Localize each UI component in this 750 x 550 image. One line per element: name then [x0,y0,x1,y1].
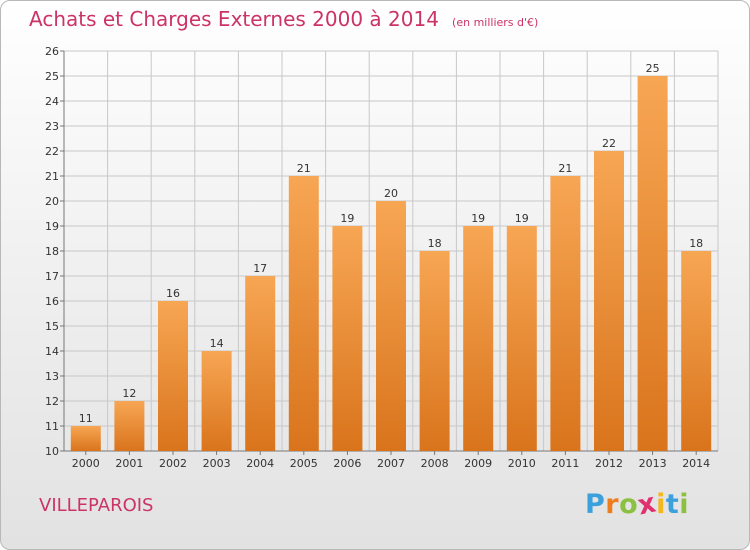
logo-letter: i [656,489,666,520]
bar-2011 [550,176,581,451]
bar-2003 [201,351,232,451]
y-tick-label: 26 [45,45,59,58]
data-label: 14 [210,337,224,350]
chart-title-main: Achats et Charges Externes 2000 à 2014 [29,7,439,31]
logo-letter: o [619,489,639,520]
data-label: 18 [428,237,442,250]
y-tick-label: 22 [45,145,59,158]
data-label: 16 [166,287,180,300]
y-tick-label: 15 [45,320,59,333]
y-tick-label: 25 [45,70,59,83]
y-tick-label: 21 [45,170,59,183]
y-tick-label: 12 [45,395,59,408]
data-label: 19 [471,212,485,225]
y-tick-label: 13 [45,370,59,383]
y-tick-label: 10 [45,445,59,458]
x-tick-label: 2008 [421,457,449,470]
x-tick-label: 2009 [464,457,492,470]
y-tick-label: 24 [45,95,59,108]
chart-title-unit: (en milliers d'€) [452,16,539,29]
x-tick-label: 2006 [333,457,361,470]
data-label: 25 [646,62,660,75]
data-label: 11 [79,412,93,425]
commune-name: VILLEPAROIS [39,495,154,516]
data-label: 21 [558,162,572,175]
y-tick-label: 17 [45,270,59,283]
data-label: 20 [384,187,398,200]
bar-2014 [681,251,712,451]
x-tick-label: 2010 [508,457,536,470]
x-tick-label: 2012 [595,457,623,470]
bar-2009 [463,226,494,451]
data-label: 21 [297,162,311,175]
bar-2007 [376,201,406,451]
data-label: 18 [689,237,703,250]
x-tick-label: 2000 [72,457,100,470]
bar-2001 [114,401,145,451]
x-tick-label: 2014 [682,457,710,470]
x-tick-label: 2011 [551,457,579,470]
logo-letter: r [605,489,620,520]
y-tick-label: 23 [45,120,59,133]
y-tick-label: 18 [45,245,59,258]
bar-2008 [419,251,450,451]
x-tick-label: 2007 [377,457,405,470]
data-label: 22 [602,137,616,150]
x-tick-label: 2001 [115,457,143,470]
x-tick-label: 2013 [639,457,667,470]
bar-2004 [245,276,276,451]
bar-2010 [506,226,537,451]
chart-title: Achats et Charges Externes 2000 à 2014 (… [29,7,538,31]
bar-2002 [158,301,188,451]
x-tick-label: 2002 [159,457,187,470]
proxiti-logo[interactable]: Proxiti [585,487,690,521]
logo-letter: i [679,489,690,520]
bar-2005 [288,176,319,451]
y-tick-label: 19 [45,220,59,233]
bar-2013 [637,76,668,451]
y-tick-label: 16 [45,295,59,308]
x-tick-label: 2004 [246,457,274,470]
y-tick-label: 14 [45,345,59,358]
data-label: 19 [515,212,529,225]
x-tick-label: 2005 [290,457,318,470]
bars [70,76,712,451]
bar-2006 [332,226,363,451]
data-labels: 11 12 16 14 17 21 19 20 18 19 19 21 22 25 18 [79,62,703,425]
y-tick-label: 11 [45,420,59,433]
bar-2012 [594,151,624,451]
bar-2000 [70,426,101,451]
logo-letter: P [585,489,606,520]
x-tick-label: 2003 [203,457,231,470]
data-label: 17 [253,262,267,275]
data-label: 19 [340,212,354,225]
logo-letter: t [665,489,680,520]
data-label: 12 [122,387,136,400]
y-tick-label: 20 [45,195,59,208]
